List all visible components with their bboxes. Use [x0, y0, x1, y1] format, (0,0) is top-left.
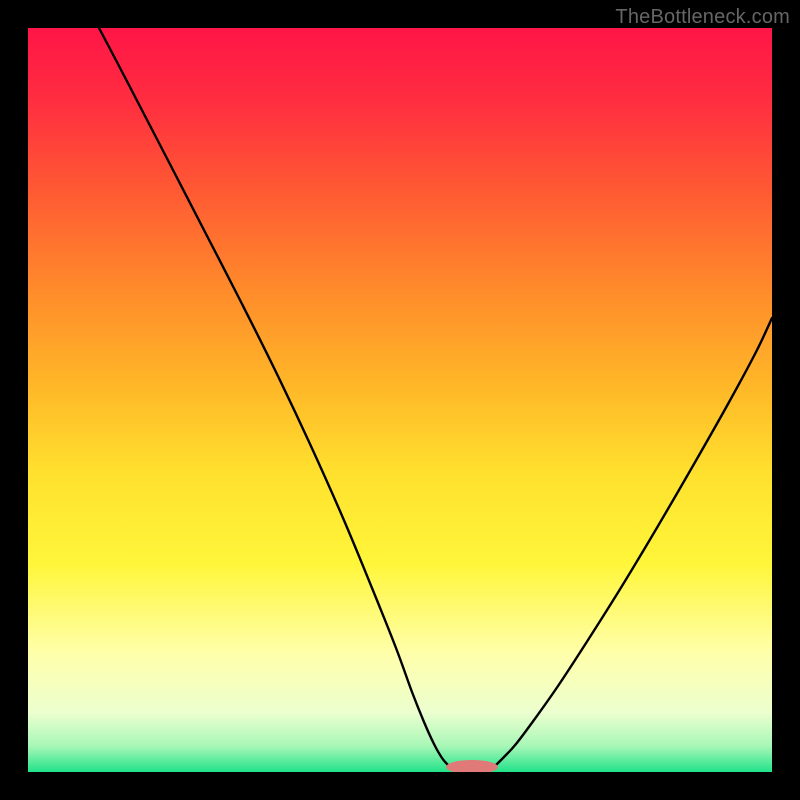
- sweet-spot-marker: [446, 760, 498, 774]
- chart-stage: TheBottleneck.com: [0, 0, 800, 800]
- bottleneck-chart: [0, 0, 800, 800]
- watermark-text: TheBottleneck.com: [615, 6, 790, 29]
